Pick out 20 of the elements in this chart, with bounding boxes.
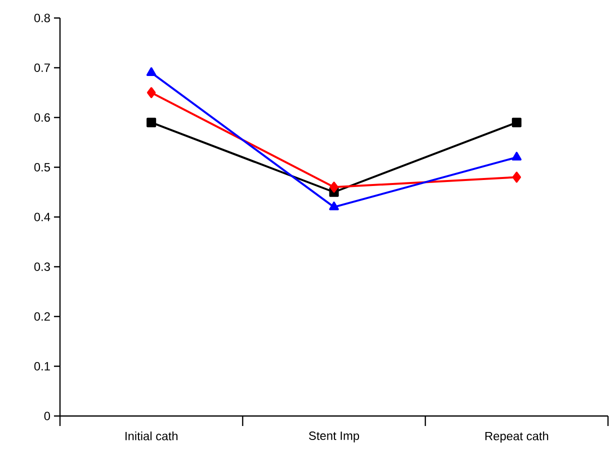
y-tick-label: 0 (44, 412, 50, 420)
x-tick-label: Repeat cath (485, 432, 548, 443)
x-tick-label: Initial cath (126, 432, 178, 440)
point (512, 172, 522, 183)
point (146, 67, 156, 76)
point (146, 87, 156, 98)
x-tick-label: Stent Imp (308, 432, 360, 442)
y-tick-label: 0.1 (34, 362, 50, 370)
y-tick-label: 0.8 (34, 14, 50, 22)
point (329, 202, 339, 210)
y-tick-label: 0.5 (34, 163, 50, 172)
point (512, 118, 522, 128)
y-tick-label: 0.4 (34, 212, 50, 222)
y-tick-label: 0.3 (34, 262, 50, 271)
point (330, 182, 338, 193)
y-tick-label: 0.2 (34, 312, 50, 321)
point (512, 152, 522, 161)
y-tick-label: 0.6 (34, 113, 50, 122)
y-tick-label: 0.7 (34, 64, 50, 72)
point (146, 118, 156, 128)
